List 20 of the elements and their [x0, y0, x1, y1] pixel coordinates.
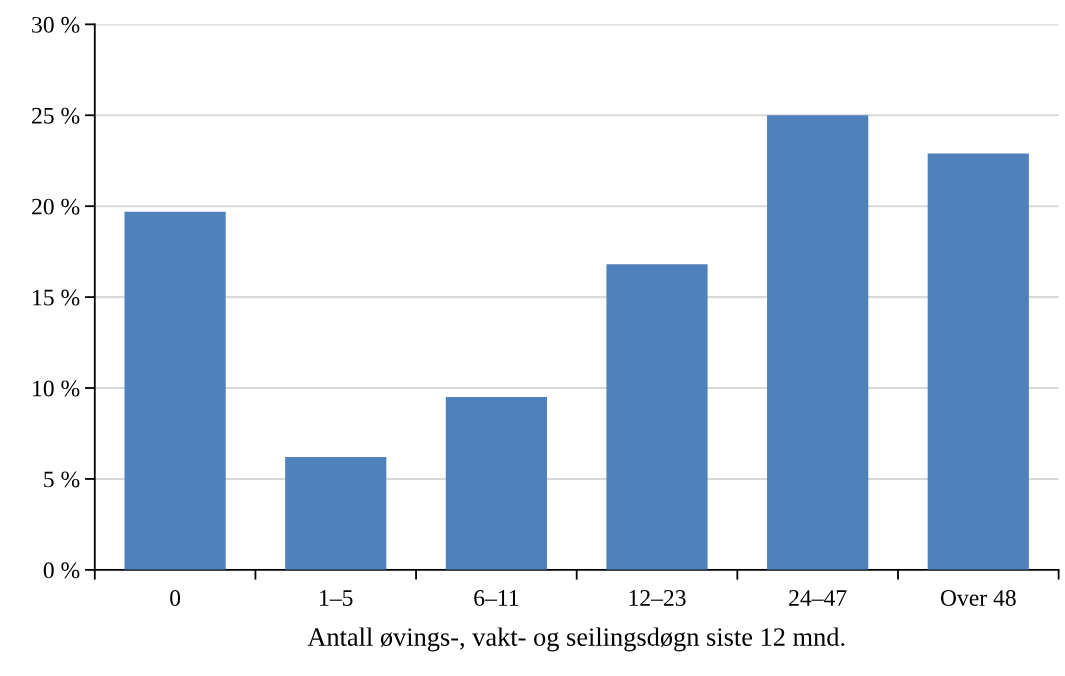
- y-tick-label: 10 %: [33, 380, 80, 397]
- y-tick-label: 0 %: [43, 562, 80, 579]
- x-tick-label: 12–23: [629, 590, 686, 606]
- y-tick-label: 20 %: [32, 198, 80, 215]
- y-tick-label: 15 %: [33, 289, 80, 306]
- bar: [606, 264, 708, 570]
- bar: [285, 457, 387, 570]
- bar: [767, 115, 869, 570]
- x-tick-label: Over 48: [940, 589, 1016, 606]
- y-tick-label: 5 %: [44, 471, 80, 488]
- x-tick-label: 0: [170, 589, 181, 606]
- y-tick-label: 25 %: [32, 107, 80, 124]
- bar: [124, 211, 226, 570]
- bar: [927, 153, 1029, 570]
- x-tick-label: 1–5: [320, 590, 353, 606]
- x-tick-label: 24–47: [789, 590, 847, 606]
- y-tick-label: 30 %: [32, 16, 80, 33]
- x-axis-title: Antall øvings-, vakt- og seilingsdøgn siste 12 mnd.: [307, 627, 845, 652]
- x-tick-label: 6–11: [474, 590, 519, 606]
- bar: [445, 397, 547, 570]
